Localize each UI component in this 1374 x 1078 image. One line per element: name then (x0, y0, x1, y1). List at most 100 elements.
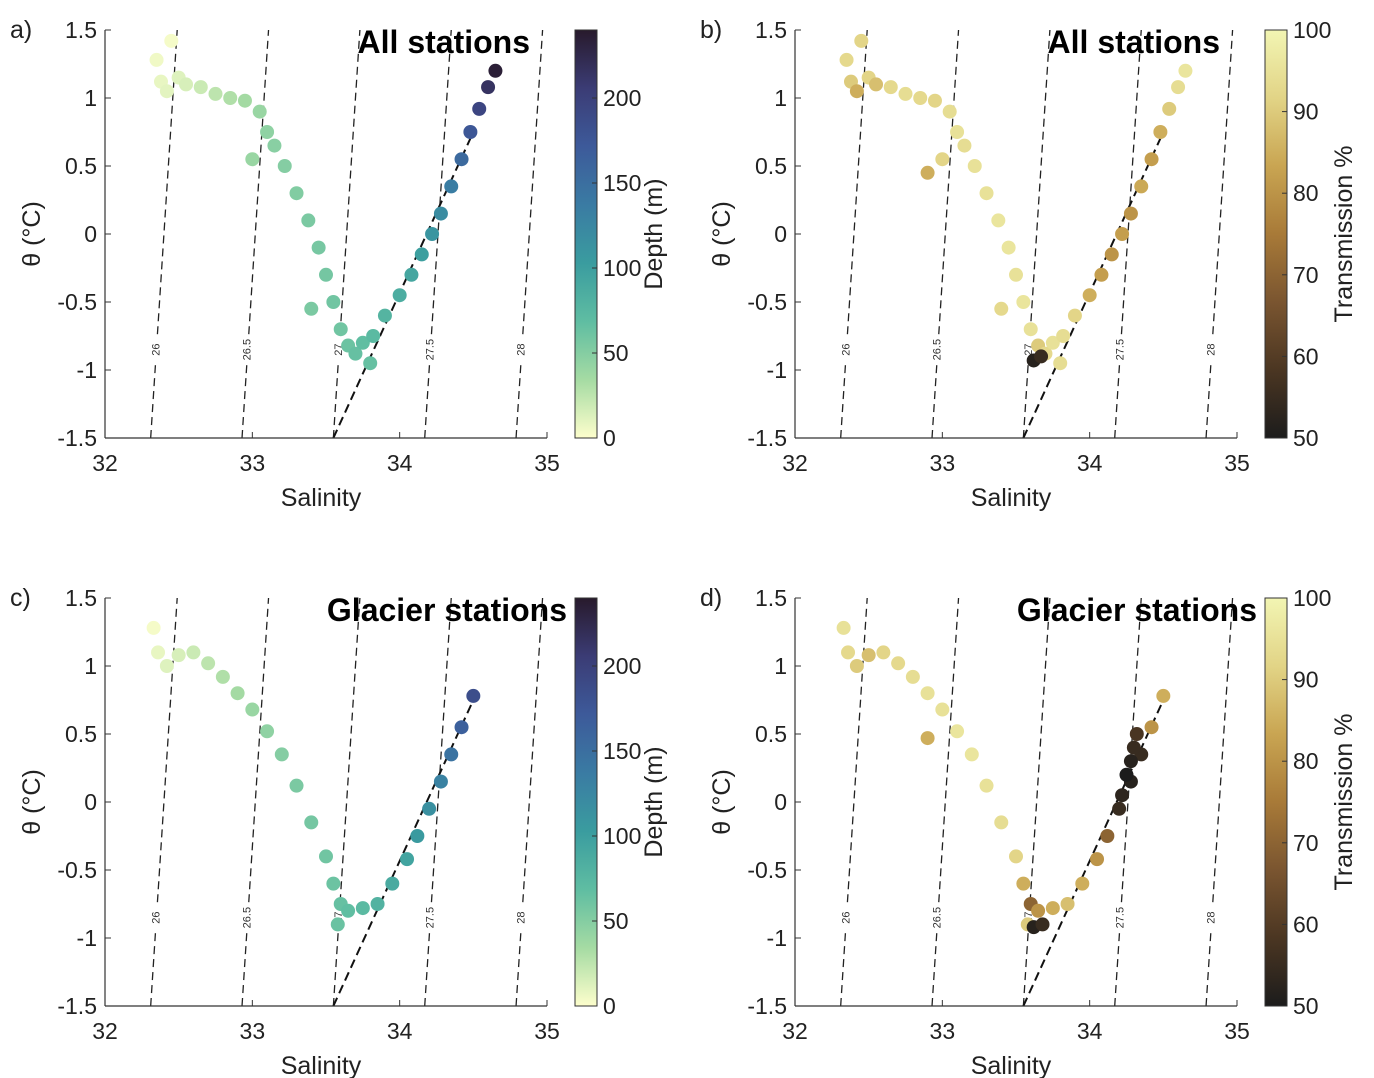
isopycnal (424, 597, 452, 1007)
data-point (964, 747, 979, 762)
x-tick-label: 35 (1224, 450, 1250, 476)
y-tick-label: -1 (767, 357, 787, 383)
isopycnal (931, 597, 960, 1007)
isopycnal-label: 26.5 (932, 339, 944, 360)
data-point (1112, 801, 1127, 816)
isopycnal-label: 27.5 (1114, 907, 1126, 928)
x-axis-label: Salinity (971, 484, 1052, 512)
data-point (869, 77, 884, 92)
data-point (1171, 80, 1186, 95)
x-tick-label: 32 (92, 450, 118, 476)
colorbar-tick-label: 50 (603, 908, 629, 934)
isopycnal-label: 26 (840, 911, 852, 923)
data-point (1016, 876, 1031, 891)
data-point (1100, 829, 1115, 843)
data-point (260, 724, 275, 739)
data-point (1104, 247, 1119, 262)
data-point (1090, 852, 1105, 867)
isopycnal (241, 29, 270, 439)
colorbar (574, 597, 598, 1007)
colorbar-tick-label: 150 (603, 738, 641, 764)
data-point (277, 159, 292, 173)
panel-label: d) (700, 584, 722, 612)
data-point (957, 138, 972, 153)
data-point (1156, 688, 1171, 703)
data-point (1031, 903, 1046, 918)
data-point (289, 186, 304, 201)
colorbar-tick-label: 200 (603, 653, 641, 679)
isopycnal (424, 29, 452, 439)
data-point (1060, 897, 1075, 911)
colorbar-tick-label: 50 (1293, 993, 1319, 1019)
isopycnal (1114, 29, 1142, 439)
x-tick-label: 33 (240, 450, 266, 476)
data-point (905, 669, 920, 684)
isopycnal (241, 597, 270, 1007)
data-point (454, 720, 469, 735)
data-point (159, 659, 174, 673)
y-tick-label: 0.5 (755, 153, 787, 179)
data-point (341, 903, 356, 918)
data-point (252, 104, 267, 119)
y-tick-label: -0.5 (57, 289, 97, 315)
colorbar-label: Depth (m) (640, 178, 668, 289)
y-axis-label: θ (°C) (708, 769, 736, 835)
isopycnal-label: 28 (1206, 343, 1218, 355)
isopycnal-label: 27.5 (424, 339, 436, 360)
data-point (410, 829, 425, 843)
isopycnal (931, 29, 960, 439)
isopycnal (332, 597, 361, 1007)
data-point (920, 165, 935, 180)
colorbar-tick-label: 90 (1293, 99, 1319, 125)
data-point (913, 91, 928, 105)
data-point (267, 138, 282, 153)
colorbar-label: Depth (m) (640, 746, 668, 857)
isopycnal-label-bg (424, 335, 437, 364)
data-point (979, 186, 994, 201)
colorbar-tick-label: 90 (1293, 667, 1319, 693)
y-tick-label: 1 (84, 85, 97, 111)
isopycnal-label-bg (931, 903, 944, 932)
data-point (414, 247, 429, 262)
data-point (171, 648, 186, 663)
data-point (319, 267, 333, 282)
isopycnal-label: 26.5 (242, 339, 254, 360)
y-tick-label: -0.5 (747, 857, 787, 883)
data-point (164, 33, 179, 48)
data-point (979, 778, 994, 793)
x-tick-label: 32 (782, 1018, 808, 1044)
data-point (208, 86, 223, 101)
data-point (927, 93, 942, 108)
data-point (146, 620, 161, 635)
data-point (304, 815, 319, 830)
y-tick-label: 1.5 (65, 585, 97, 611)
data-point (920, 686, 935, 701)
data-point (366, 329, 381, 343)
data-point (1034, 349, 1049, 364)
data-point (1053, 356, 1068, 371)
data-point (1009, 267, 1023, 282)
y-tick-label: -1.5 (747, 993, 787, 1019)
data-point (991, 213, 1006, 228)
isopycnal-label: 28 (516, 343, 528, 355)
isopycnal (1114, 597, 1142, 1007)
x-tick-label: 35 (534, 450, 560, 476)
data-point (836, 620, 851, 635)
data-point (1082, 288, 1097, 303)
y-tick-label: 0 (774, 789, 787, 815)
colorbar-tick-label: 60 (1293, 911, 1319, 937)
x-tick-label: 32 (782, 450, 808, 476)
isopycnal-label: 27.5 (1114, 339, 1126, 360)
data-point (950, 125, 965, 139)
data-point (841, 645, 856, 660)
data-point (1115, 788, 1130, 803)
data-point (433, 206, 448, 221)
panel-title: All stations (358, 24, 530, 60)
colorbar-label: Transmission % (1330, 714, 1358, 891)
reference-line (332, 699, 475, 1007)
x-tick-label: 33 (240, 1018, 266, 1044)
data-point (245, 702, 260, 717)
data-point (1045, 901, 1060, 916)
